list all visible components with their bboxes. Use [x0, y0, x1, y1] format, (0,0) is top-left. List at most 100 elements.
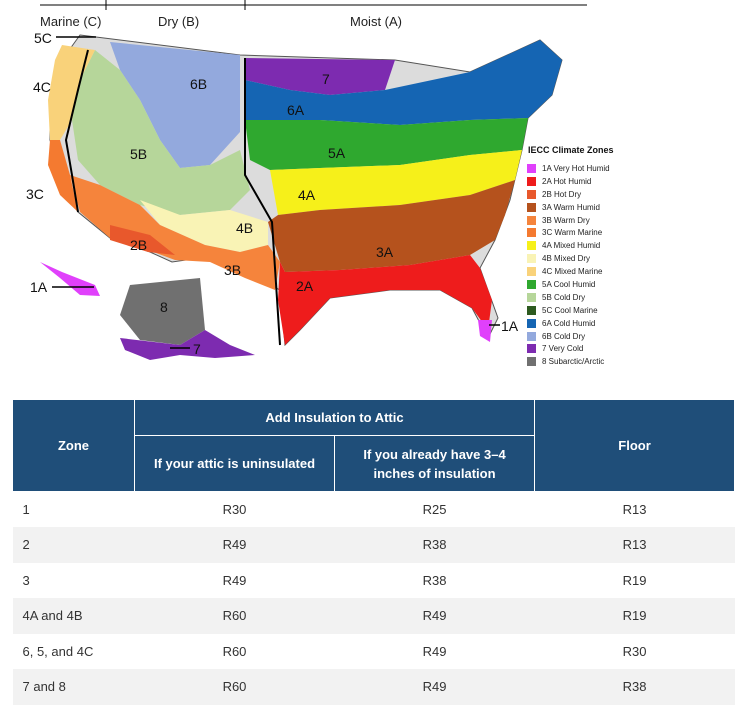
zone-7-region — [245, 58, 395, 95]
insulation-table: Zone Add Insulation to Attic Floor If yo… — [12, 399, 736, 705]
legend-item: 3C Warm Marine — [527, 226, 657, 239]
climate-zone-legend: IECC Climate Zones 1A Very Hot Humid 2A H… — [527, 145, 657, 368]
table-cell-floor: R38 — [534, 669, 735, 705]
zone-4b-region — [140, 200, 268, 252]
zone-2a-region — [278, 255, 492, 345]
table-cell-uninsulated: R60 — [222, 643, 247, 659]
legend-swatch — [527, 344, 536, 354]
table-row: 3 R49 R38 R19 — [13, 563, 735, 599]
table-cell-uninsulated: R30 — [222, 502, 247, 517]
zone-label-1a-hawaii: 1A — [30, 279, 48, 295]
legend-title: IECC Climate Zones — [528, 145, 614, 155]
table-row: 4A and 4B R60 R49 R19 — [12, 598, 735, 634]
legend-swatch — [527, 215, 536, 225]
zone-7-alaska-region — [120, 330, 255, 360]
legend-item: 2B Hot Dry — [527, 188, 657, 201]
table-row: 6, 5, and 4C R60 R49 R30 — [13, 634, 735, 670]
table-cell-has-insulation: R49 — [334, 669, 535, 705]
zone-6a-region — [245, 40, 562, 125]
legend-swatch — [527, 267, 536, 277]
zone-column-header: Zone — [12, 399, 135, 492]
zone-label-2b: 2B — [130, 237, 148, 253]
table-cell-floor: R19 — [622, 572, 647, 588]
legend-label: 5A Cool Humid — [542, 279, 596, 289]
table-cell-has-insulation: R25 — [422, 502, 447, 517]
legend-label: 8 Subarctic/Arctic — [542, 357, 605, 367]
legend-item: 8 Subarctic/Arctic — [527, 355, 657, 368]
legend-item: 5B Cold Dry — [527, 291, 657, 304]
legend-label: 4B Mixed Dry — [542, 254, 591, 264]
legend-swatch — [527, 305, 536, 315]
attic-group-header: Add Insulation to Attic — [133, 399, 536, 436]
region-moist-label: Moist (A) — [350, 14, 402, 29]
legend-swatch — [527, 189, 536, 199]
legend-swatch — [527, 228, 536, 238]
legend-label: 3A Warm Humid — [542, 202, 600, 212]
table-cell-uninsulated: R60 — [134, 598, 335, 634]
zone-label-4b: 4B — [236, 220, 254, 236]
table-cell-zone: 7 and 8 — [12, 669, 135, 705]
climate-zone-map: Marine (C) Dry (B) Moist (A) 5C 4C 3C 1A… — [26, 0, 657, 368]
table-cell-zone: 3 — [22, 572, 30, 588]
legend-item: 6B Cold Dry — [527, 330, 657, 343]
table-body: 1 R30 R25 R13 2 R49 R38 R13 3 R49 R38 R19 4A and 4B R… — [12, 492, 735, 705]
legend-item: 4A Mixed Humid — [527, 239, 657, 252]
zone-label-6b: 6B — [190, 76, 208, 92]
region-dry-label: Dry (B) — [158, 14, 200, 29]
legend-label: 4A Mixed Humid — [542, 241, 601, 251]
legend-label: 1A Very Hot Humid — [542, 163, 610, 173]
zone-label-4c: 4C — [33, 79, 51, 95]
zone-5b-region — [72, 50, 250, 215]
zone-1a-hawaii-region — [40, 262, 100, 296]
legend-item: 1A Very Hot Humid — [527, 162, 657, 175]
legend-swatch — [527, 163, 536, 173]
table-cell-has-insulation: R38 — [334, 527, 535, 563]
table-cell-uninsulated: R49 — [222, 572, 247, 588]
table-cell-floor: R19 — [534, 598, 735, 634]
legend-label: 7 Very Cold — [542, 344, 584, 354]
table-row: 2 R49 R38 R13 — [12, 527, 735, 563]
legend-item: 3A Warm Humid — [527, 201, 657, 214]
table-cell-uninsulated: R60 — [134, 669, 335, 705]
table-cell-zone: 4A and 4B — [12, 598, 135, 634]
zone-label-4a: 4A — [298, 187, 316, 203]
zone-6b-region — [110, 42, 240, 168]
table-cell-uninsulated: R49 — [134, 527, 335, 563]
zone-3a-region — [268, 180, 515, 272]
legend-item: 7 Very Cold — [527, 342, 657, 355]
legend-item: 4C Mixed Marine — [527, 265, 657, 278]
zone-label-5a: 5A — [328, 145, 346, 161]
zone-label-5c: 5C — [34, 30, 52, 46]
legend-label: 2A Hot Humid — [542, 176, 592, 186]
legend-items: 1A Very Hot Humid 2A Hot Humid 2B Hot Dry 3… — [527, 162, 657, 368]
table-cell-has-insulation: R49 — [422, 643, 447, 659]
legend-label: 4C Mixed Marine — [542, 267, 603, 277]
zone-label-7-alaska: 7 — [193, 341, 201, 357]
legend-swatch — [527, 241, 536, 251]
table-cell-zone: 6, 5, and 4C — [22, 643, 94, 659]
dry-moist-divider — [244, 58, 281, 346]
zone-3b-region — [70, 175, 280, 290]
zone-1a-fl-region — [478, 320, 492, 342]
region-marine-label: Marine (C) — [40, 14, 102, 29]
legend-swatch — [527, 357, 536, 367]
legend-item: 3B Warm Dry — [527, 214, 657, 227]
table-cell-floor: R13 — [622, 502, 647, 517]
legend-label: 6B Cold Dry — [542, 331, 586, 341]
table-cell-zone: 2 — [12, 527, 135, 563]
legend-label: 6A Cold Humid — [542, 318, 596, 328]
table-cell-floor: R30 — [622, 643, 647, 659]
legend-swatch — [527, 202, 536, 212]
zone-2b-region — [110, 225, 175, 255]
legend-label: 5B Cold Dry — [542, 292, 586, 302]
zone-3c-region — [48, 140, 78, 212]
zone-label-7: 7 — [322, 71, 330, 87]
legend-swatch — [527, 279, 536, 289]
has-insulation-column-header: If you already have 3–4 inches of insula… — [333, 435, 536, 492]
floor-column-header: Floor — [534, 399, 736, 492]
zone-4a-region — [270, 150, 522, 215]
uninsulated-column-header: If your attic is uninsulated — [134, 435, 335, 492]
legend-swatch — [527, 254, 536, 264]
table-cell-has-insulation: R38 — [422, 572, 447, 588]
zone-label-1a-florida: 1A — [501, 318, 519, 334]
